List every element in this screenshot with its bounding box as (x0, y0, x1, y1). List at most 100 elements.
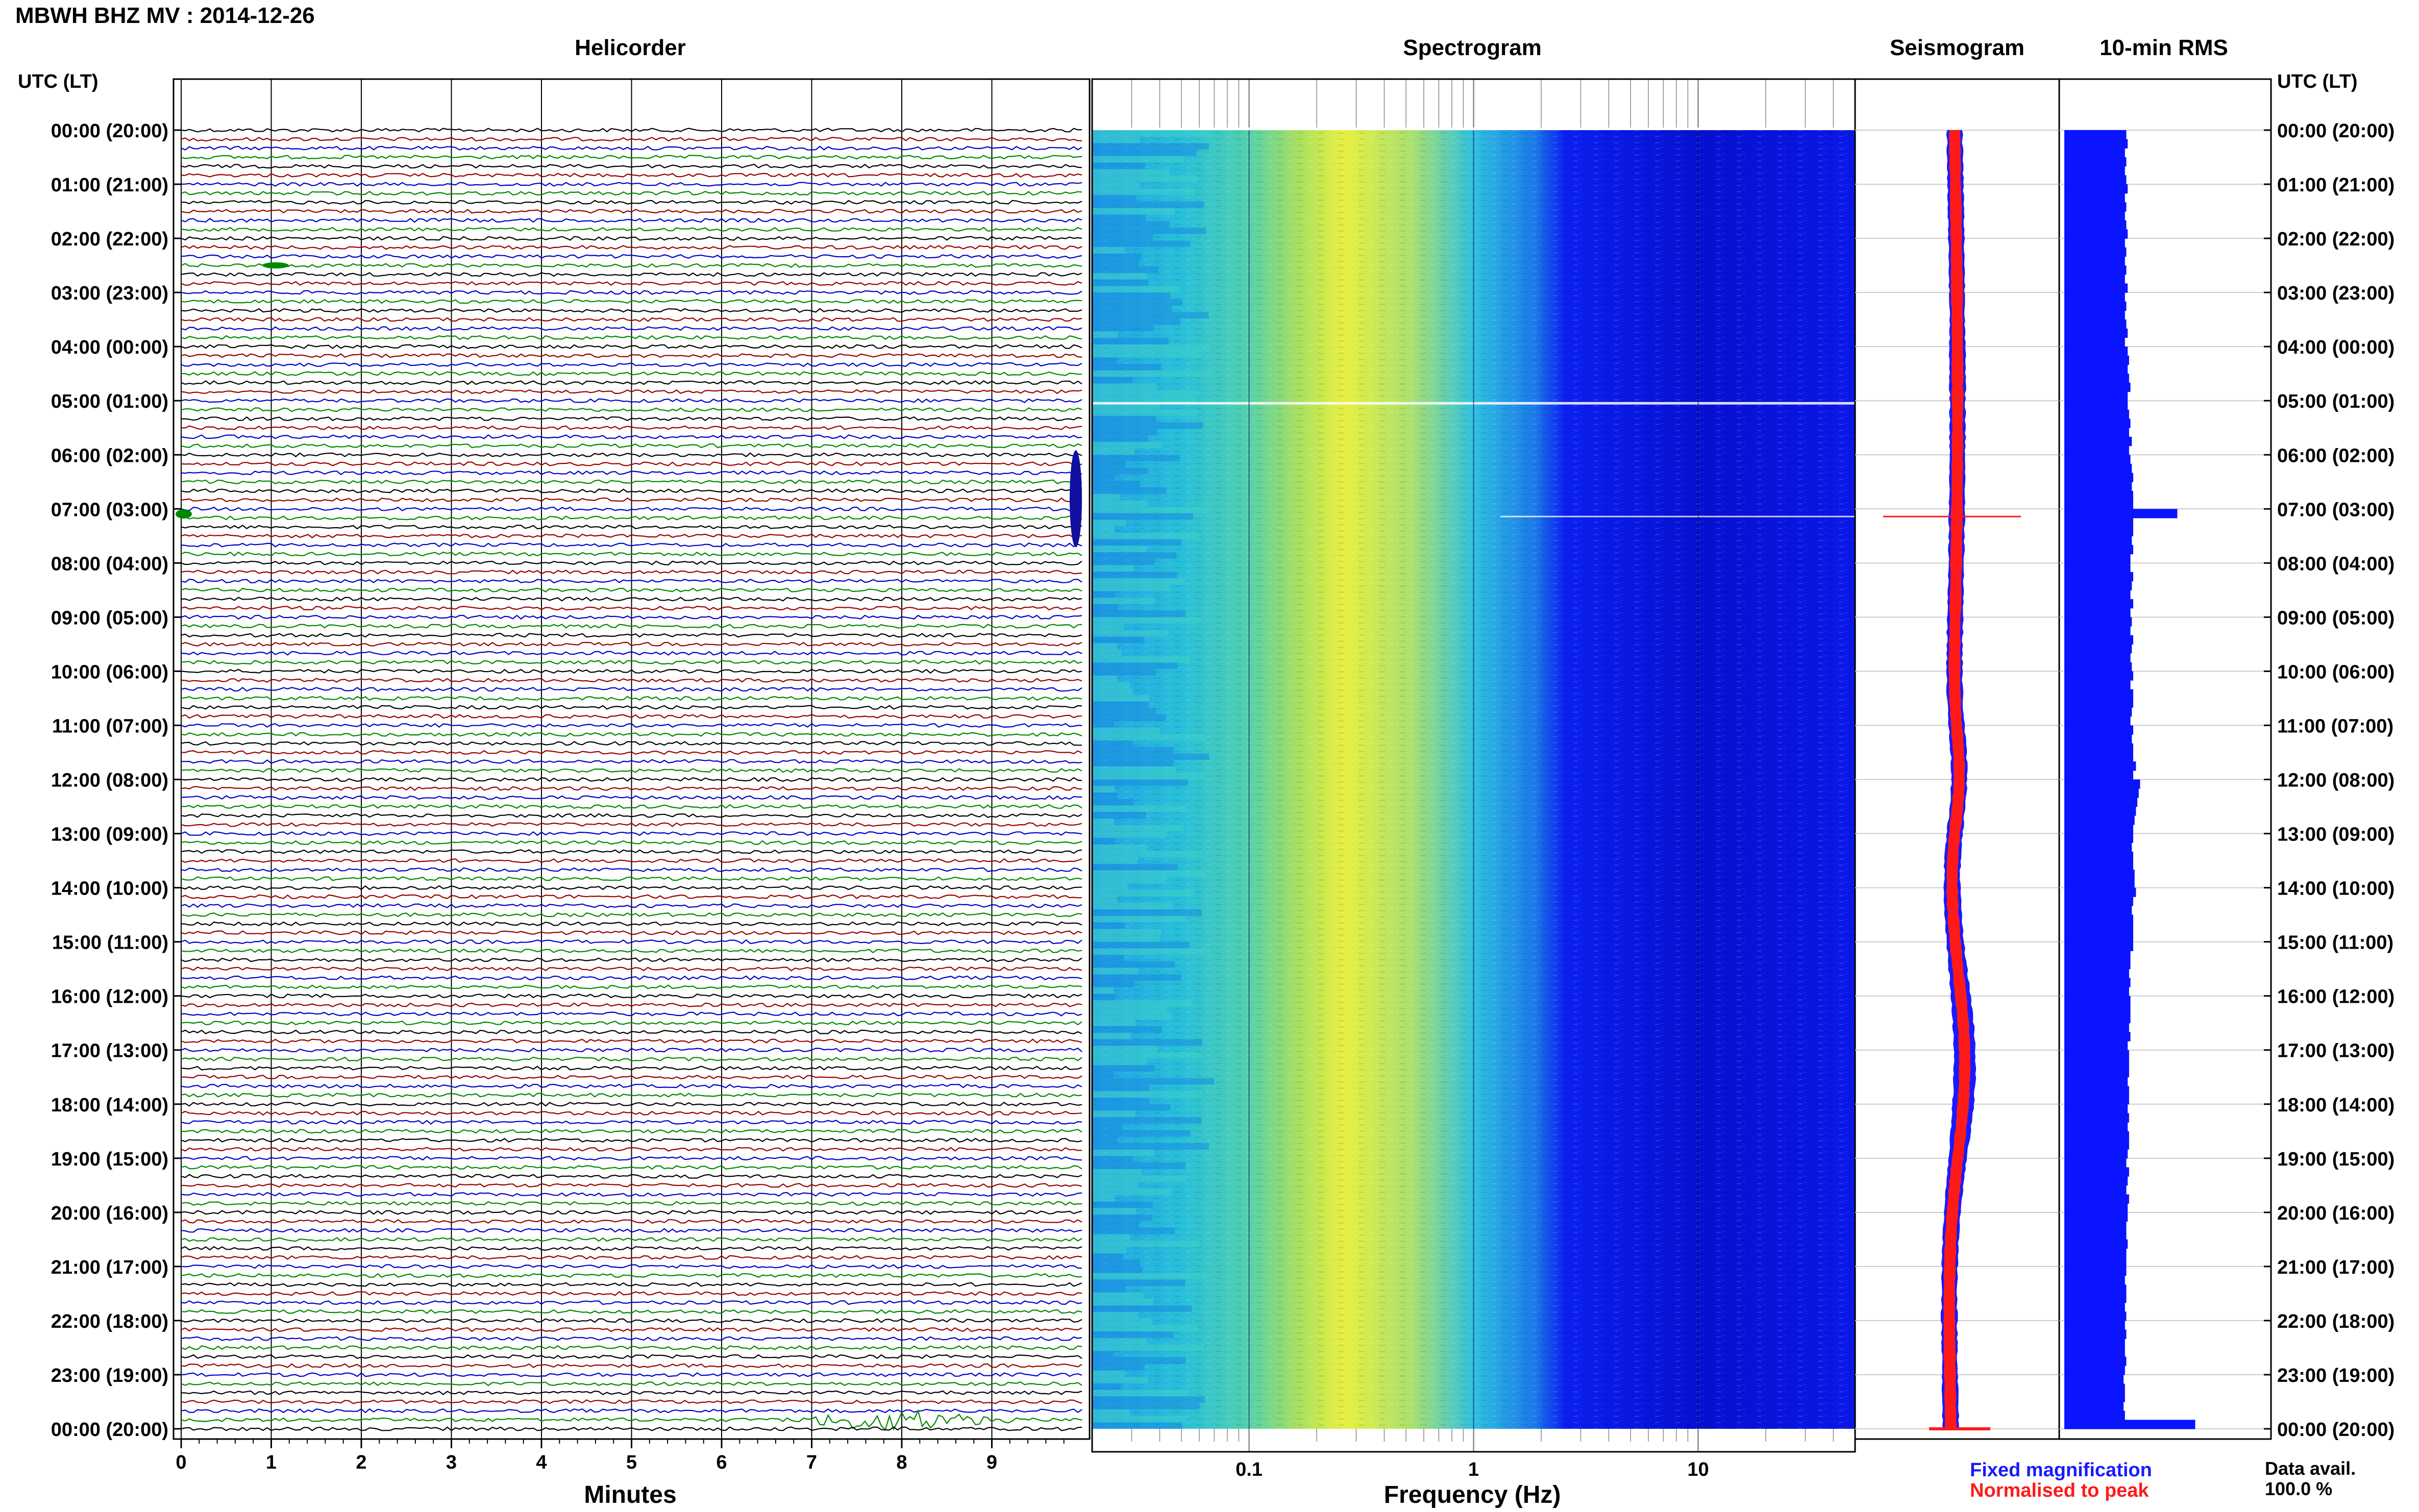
helicorder-trace (181, 1102, 1082, 1107)
helicorder-trace (181, 606, 1082, 611)
spectrogram-stripe (1092, 1422, 1182, 1429)
rms-bar (2064, 1131, 2129, 1141)
helicorder-trace (181, 894, 1082, 899)
spectrogram-stripe (1092, 1000, 1192, 1007)
spectrogram-stripe (1092, 1136, 1117, 1144)
spectrogram-stripe (1092, 1156, 1133, 1163)
helicorder-trace (181, 137, 1082, 142)
spectrogram-stripe (1092, 188, 1195, 195)
rms-bar (2064, 436, 2132, 447)
rms-bar (2064, 1374, 2124, 1384)
minute-tick-label: 8 (896, 1452, 907, 1473)
spectrogram-stripe (1092, 156, 1184, 163)
spectrogram-stripe (1092, 461, 1126, 468)
freq-tick-label: 0.1 (1236, 1459, 1263, 1480)
minute-tick-label: 1 (266, 1452, 277, 1473)
time-label-left: 22:00 (18:00) (51, 1311, 168, 1332)
spectrogram-stripe (1092, 208, 1175, 215)
spectrogram-stripe (1092, 325, 1154, 332)
helicorder-trace (181, 984, 1082, 989)
helicorder-trace (181, 1309, 1082, 1315)
rms-bar (2064, 364, 2128, 374)
seismogram-normalised-to-peak (1943, 130, 1971, 1429)
helicorder-trace (181, 1345, 1082, 1350)
time-label-right: 00:00 (20:00) (2277, 120, 2395, 142)
spectrogram-stripe (1092, 1390, 1188, 1397)
spectrogram-stripe (1092, 176, 1198, 182)
spectrogram-stripe (1092, 903, 1173, 909)
rms-bar (2064, 527, 2133, 536)
spectrogram-stripe (1092, 1351, 1114, 1358)
spectrogram-stripe (1092, 299, 1183, 306)
rms-bar (2064, 536, 2132, 546)
helicorder-trace (181, 614, 1082, 620)
helicorder-trace (181, 326, 1082, 331)
helicorder-trace (181, 1228, 1082, 1233)
helicorder-trace (181, 398, 1082, 403)
time-label-right: 19:00 (15:00) (2277, 1149, 2395, 1170)
rms-bar (2064, 409, 2129, 419)
rms-bar (2064, 554, 2131, 563)
spectrogram-stripe (1092, 753, 1210, 760)
helicorder-trace (181, 686, 1082, 692)
spectrogram-stripe (1092, 1403, 1200, 1409)
spectrogram-stripe (1092, 500, 1148, 507)
spectrogram-stripe (1092, 610, 1186, 617)
spectrogram-stripe (1092, 493, 1121, 501)
time-label-right: 11:00 (07:00) (2277, 715, 2393, 737)
rms-bar (2064, 842, 2132, 852)
spectrogram-stripe (1092, 760, 1174, 767)
spectrogram-stripe (1092, 150, 1197, 156)
helicorder-trace (181, 1390, 1082, 1396)
legend-fixed-magnification: Fixed magnification (1970, 1459, 2152, 1481)
spectrogram-stripe (1092, 370, 1212, 377)
spectrogram-stripe (1092, 532, 1199, 539)
helicorder-trace (181, 786, 1082, 791)
spectrogram-stripe (1092, 519, 1126, 527)
rms-bar (2064, 969, 2129, 978)
rms-bar (2064, 374, 2129, 383)
rms-bar (2064, 951, 2131, 960)
spectrogram-stripe (1092, 1149, 1154, 1156)
spectrogram-stripe (1092, 1104, 1171, 1111)
rms-bar (2064, 959, 2131, 970)
spectrogram-stripe (1092, 130, 1212, 137)
spectrogram-stripe (1092, 552, 1177, 559)
helicorder-trace (181, 1047, 1082, 1053)
helicorder-trace (181, 1011, 1082, 1017)
spectrogram-stripe (1092, 1409, 1130, 1416)
rms-bar (2064, 572, 2133, 582)
spectrogram-stripe (1092, 1006, 1167, 1013)
time-label-right: 08:00 (04:00) (2277, 553, 2395, 575)
rms-bar (2064, 1383, 2125, 1393)
helicorder-blip-0230 (262, 262, 289, 269)
spectrogram-stripe (1092, 792, 1117, 799)
spectrogram-stripe (1092, 812, 1146, 819)
rms-bar (2064, 1176, 2128, 1186)
helicorder-trace (181, 579, 1082, 584)
spectrogram-stripe (1092, 929, 1162, 935)
helicorder-trace (181, 497, 1082, 503)
rms-bar (2064, 1311, 2127, 1321)
rms-bar (2064, 139, 2128, 148)
spectrogram-stripe (1092, 695, 1150, 702)
rms-bar (2064, 1212, 2128, 1222)
rms-bar (2064, 1104, 2128, 1114)
time-label-right: 03:00 (23:00) (2277, 283, 2395, 304)
spectrogram-stripe (1092, 409, 1198, 416)
spectrogram-stripe (1092, 948, 1211, 955)
rms-bar (2064, 292, 2125, 302)
helicorder-trace (181, 903, 1082, 908)
spectrogram-stripe (1092, 727, 1161, 734)
rms-bar (2064, 1032, 2131, 1042)
spectrogram-stripe (1092, 1130, 1191, 1137)
spectrogram-stripe (1092, 526, 1115, 533)
rms-bar (2064, 707, 2132, 717)
helicorder-trace (181, 1038, 1082, 1044)
spectrogram-stripe (1092, 415, 1156, 423)
spectrogram-stripe (1092, 1240, 1200, 1247)
rms-bar (2064, 797, 2138, 807)
helicorder-trace (181, 299, 1082, 304)
spectrogram-stripe (1092, 221, 1170, 228)
spectrogram-stripe (1092, 1201, 1153, 1208)
